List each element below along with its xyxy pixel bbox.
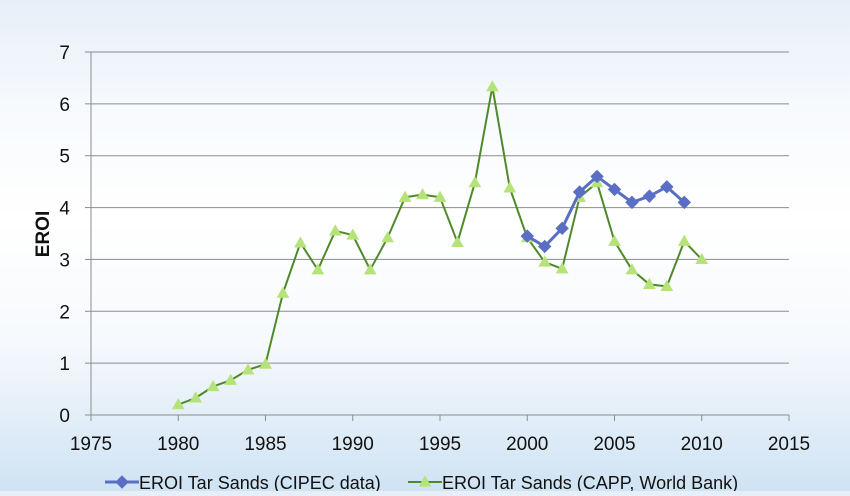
data-point <box>189 391 203 403</box>
data-point <box>259 357 272 369</box>
legend-item: EROI Tar Sands (CIPEC data) <box>105 473 381 493</box>
x-tick-label: 2005 <box>593 434 635 455</box>
x-tick-label: 1980 <box>157 434 199 455</box>
y-tick-label: 5 <box>59 147 70 168</box>
data-point <box>451 235 464 247</box>
x-tick-label: 2010 <box>681 434 723 455</box>
data-point <box>660 279 674 292</box>
data-point <box>328 224 342 236</box>
legend-swatch-marker <box>418 475 432 487</box>
data-point <box>503 181 517 193</box>
data-point <box>206 379 220 392</box>
legend-swatch-marker <box>115 475 129 489</box>
x-tick-label: 1995 <box>419 434 461 455</box>
data-point <box>398 190 412 202</box>
y-tick-label: 1 <box>59 354 70 375</box>
gridlines <box>91 51 789 364</box>
data-point <box>677 195 692 210</box>
legend-item: EROI Tar Sands (CAPP, World Bank) <box>408 473 738 493</box>
y-tick-label: 4 <box>59 199 70 220</box>
data-point <box>294 236 307 248</box>
data-point <box>433 190 447 202</box>
y-tick-label: 6 <box>59 95 70 116</box>
data-point <box>346 228 360 240</box>
data-point <box>608 234 621 246</box>
data-point <box>311 263 325 275</box>
series-layer <box>171 80 709 410</box>
x-tick-label: 1985 <box>244 434 286 455</box>
data-point <box>625 195 639 210</box>
data-point <box>381 231 395 243</box>
data-point <box>241 363 255 375</box>
data-point <box>416 188 429 200</box>
series-line <box>526 174 686 248</box>
legend-label: EROI Tar Sands (CAPP, World Bank) <box>442 473 738 491</box>
series-1 <box>520 169 692 254</box>
data-point <box>224 373 237 385</box>
data-point <box>520 229 534 243</box>
data-point <box>276 286 290 298</box>
data-point <box>171 398 185 410</box>
data-point <box>625 263 639 275</box>
x-tick-label: 2015 <box>768 434 810 455</box>
legend: EROI Tar Sands (CIPEC data) EROI Tar Sand… <box>105 473 738 493</box>
data-point <box>572 185 587 199</box>
data-point <box>607 182 622 197</box>
y-tick-labels: 0 1 2 3 4 5 6 7 <box>59 43 70 427</box>
data-point <box>643 277 656 289</box>
data-point <box>555 262 569 274</box>
data-point <box>485 80 499 92</box>
data-point <box>660 180 674 194</box>
y-axis-label: EROI <box>33 211 54 257</box>
data-point <box>677 234 691 246</box>
x-tick-label: 2000 <box>506 434 548 455</box>
y-tick-label: 2 <box>59 302 70 323</box>
y-tick-label: 7 <box>59 43 70 64</box>
series-2 <box>171 80 709 410</box>
data-point <box>590 169 604 184</box>
x-tick-labels: 1975 1980 1985 1990 1995 2000 2005 2010 2015 <box>70 434 810 455</box>
series-line <box>177 85 703 406</box>
y-tick-label: 3 <box>59 250 70 271</box>
data-point <box>537 239 552 254</box>
data-point <box>695 252 709 265</box>
x-tick-label: 1975 <box>70 434 112 455</box>
legend-label: EROI Tar Sands (CIPEC data) <box>139 473 381 491</box>
data-point <box>642 189 657 203</box>
data-point <box>363 263 377 275</box>
x-tick-label: 1990 <box>332 434 374 455</box>
data-point <box>538 255 552 267</box>
y-tick-label: 0 <box>59 406 70 427</box>
data-point <box>555 221 569 236</box>
axes <box>85 51 790 421</box>
data-point <box>468 176 482 188</box>
